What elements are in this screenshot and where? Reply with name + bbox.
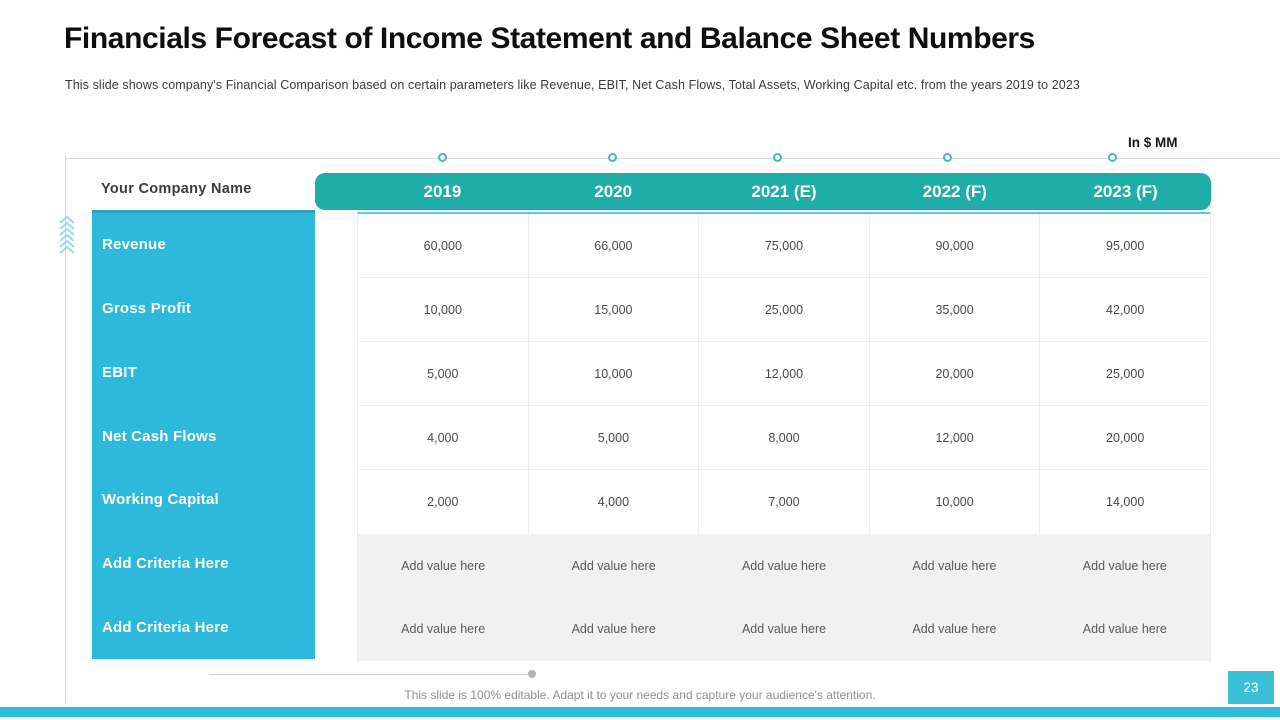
page-title: Financials Forecast of Income Statement … [64, 22, 1035, 55]
cell-working-capital-2019: 2,000 [358, 470, 529, 534]
page-number-badge: 23 [1228, 671, 1274, 704]
footer-note: This slide is 100% editable. Adapt it to… [404, 688, 876, 702]
cell-revenue-2021: 75,000 [699, 214, 870, 277]
cell-net-cash-flows-2020: 5,000 [529, 406, 700, 469]
placeholder-rows: Add value here Add value here Add value … [358, 534, 1210, 661]
cell-gross-profit-2022: 35,000 [870, 278, 1041, 341]
top-divider-line [65, 158, 1280, 159]
placeholder-cell[interactable]: Add value here [912, 558, 997, 573]
chevron-up-stack-icon [59, 215, 75, 254]
cell-ebit-2022: 20,000 [870, 342, 1041, 405]
cell-gross-profit-2019: 10,000 [358, 278, 529, 341]
column-header-2023f: 2023 (F) [1093, 181, 1158, 201]
page-subtitle: This slide shows company's Financial Com… [65, 78, 1080, 92]
bottom-accent-bar [0, 707, 1280, 717]
row-label-ebit: EBIT [102, 363, 137, 381]
connector-circle [943, 153, 952, 162]
connector-circle [608, 153, 617, 162]
placeholder-cell[interactable]: Add value here [741, 558, 827, 573]
cell-ebit-2020: 10,000 [529, 342, 700, 405]
placeholder-cell[interactable]: Add value here [401, 622, 486, 637]
table-row-gross-profit: 10,000 15,000 25,000 35,000 42,000 [358, 278, 1210, 342]
cell-gross-profit-2020: 15,000 [529, 278, 700, 341]
cell-gross-profit-2021: 25,000 [699, 278, 870, 341]
table-row-revenue: 60,000 66,000 75,000 90,000 95,000 [358, 214, 1210, 278]
cell-revenue-2019: 60,000 [358, 214, 529, 277]
cell-net-cash-flows-2019: 4,000 [358, 406, 529, 469]
panel-left-border [65, 155, 66, 704]
cell-net-cash-flows-2021: 8,000 [699, 406, 870, 469]
row-label-add-criteria-2[interactable]: Add Criteria Here [102, 618, 229, 636]
cell-ebit-2023: 25,000 [1106, 366, 1145, 381]
column-header-2020: 2020 [594, 181, 633, 201]
table-row-add-criteria-2: Add value here Add value here Add value … [358, 598, 1210, 662]
row-label-revenue: Revenue [102, 236, 166, 254]
cell-ebit-2019: 5,000 [358, 342, 529, 405]
column-header-2022f: 2022 (F) [922, 181, 987, 201]
row-label-net-cash-flows: Net Cash Flows [102, 427, 217, 445]
cell-working-capital-2020: 4,000 [529, 470, 700, 534]
row-label-working-capital: Working Capital [102, 491, 219, 509]
column-header-2019: 2019 [423, 181, 462, 201]
placeholder-cell[interactable]: Add value here [571, 558, 656, 573]
cell-revenue-2023: 95,000 [1106, 238, 1145, 253]
row-label-add-criteria-1[interactable]: Add Criteria Here [102, 554, 229, 572]
cell-revenue-2022: 90,000 [870, 214, 1041, 277]
row-label-sidebar: Revenue Gross Profit EBIT Net Cash Flows… [92, 210, 315, 659]
connector-circle [1108, 153, 1117, 162]
cell-working-capital-2023: 14,000 [1106, 495, 1145, 509]
cell-ebit-2021: 12,000 [699, 342, 870, 405]
placeholder-cell[interactable]: Add value here [571, 622, 656, 637]
placeholder-cell[interactable]: Add value here [912, 622, 997, 637]
placeholder-cell[interactable]: Add value here [741, 622, 827, 637]
table-row-working-capital: 2,000 4,000 7,000 10,000 14,000 [358, 470, 1210, 534]
cell-working-capital-2021: 7,000 [699, 470, 870, 534]
connector-circle [438, 153, 447, 162]
table-year-header: 2019 2020 2021 (E) 2022 (F) 2023 (F) [315, 173, 1211, 210]
horizontal-scrollbar-track[interactable] [210, 674, 533, 675]
cell-net-cash-flows-2023: 20,000 [1106, 430, 1145, 445]
horizontal-scrollbar-handle[interactable] [528, 670, 536, 678]
table-row-ebit: 5,000 10,000 12,000 20,000 25,000 [358, 342, 1210, 406]
cell-working-capital-2022: 10,000 [870, 470, 1041, 534]
placeholder-cell[interactable]: Add value here [1082, 558, 1167, 573]
placeholder-cell[interactable]: Add value here [1082, 622, 1167, 637]
table-row-add-criteria-1: Add value here Add value here Add value … [358, 534, 1210, 598]
company-name-label[interactable]: Your Company Name [101, 181, 252, 197]
placeholder-cell[interactable]: Add value here [401, 558, 486, 573]
cell-net-cash-flows-2022: 12,000 [870, 406, 1041, 469]
connector-circle [773, 153, 782, 162]
units-label: In $ MM [1128, 135, 1178, 150]
cell-revenue-2020: 66,000 [529, 214, 700, 277]
table-row-net-cash-flows: 4,000 5,000 8,000 12,000 20,000 [358, 406, 1210, 470]
cell-gross-profit-2023: 42,000 [1106, 302, 1145, 317]
column-header-2021e: 2021 (E) [751, 181, 817, 201]
financials-table: 60,000 66,000 75,000 90,000 95,000 10,00… [357, 212, 1211, 661]
row-label-gross-profit: Gross Profit [102, 300, 192, 318]
